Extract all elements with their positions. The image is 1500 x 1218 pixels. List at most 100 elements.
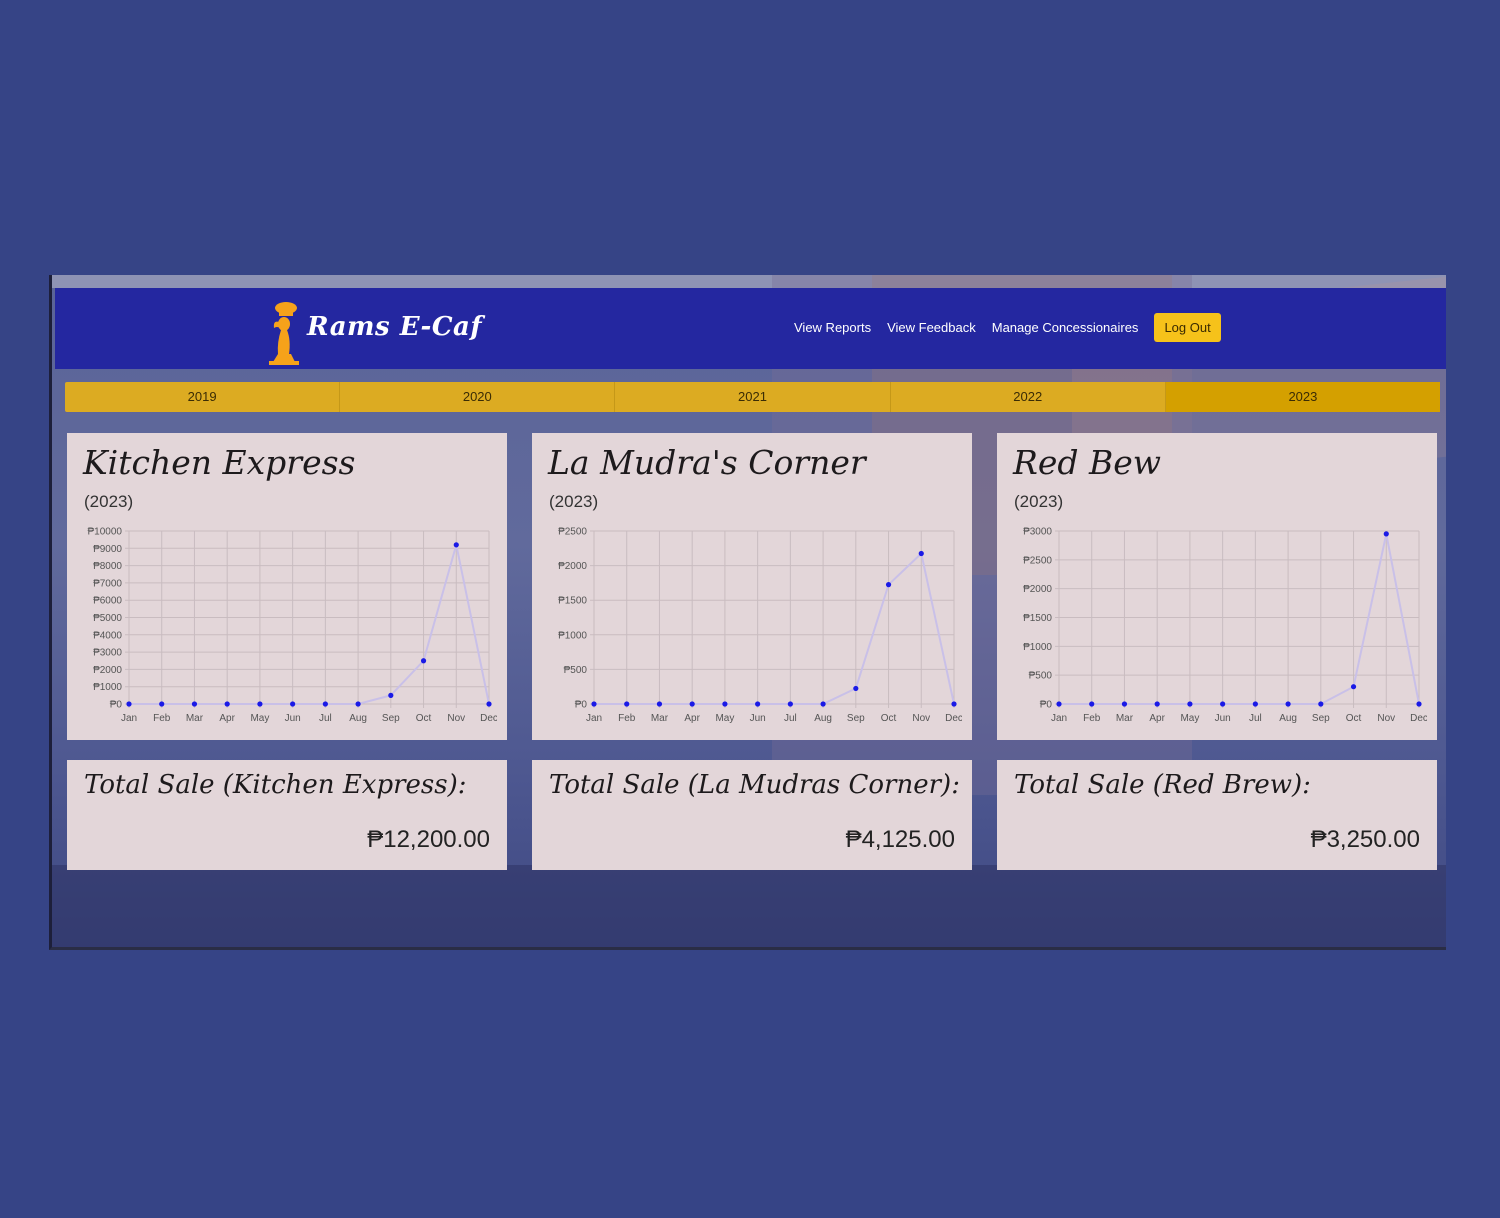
- y-tick-label: ₱2000: [558, 561, 587, 572]
- x-tick-label: Aug: [349, 713, 367, 723]
- x-tick-label: May: [1180, 713, 1199, 723]
- x-tick-label: Jun: [750, 713, 766, 723]
- sales-chart-card: La Mudra's Corner (2023) ₱0 ₱500 ₱1000 ₱150…: [532, 433, 972, 740]
- data-point: [257, 701, 263, 707]
- x-tick-label: Feb: [1083, 713, 1101, 723]
- series-line: [594, 551, 955, 705]
- y-tick-label: ₱500: [1029, 671, 1053, 682]
- y-tick-label: ₱3000: [93, 648, 122, 659]
- logout-button[interactable]: Log Out: [1154, 313, 1221, 342]
- background-photo-region: [52, 865, 1446, 947]
- data-point: [1089, 701, 1095, 707]
- brand-name: Rams E-Caf: [307, 312, 483, 342]
- year-tabs: 2019 2020 2021 2022 2023: [65, 382, 1441, 412]
- y-tick-label: ₱1000: [558, 630, 587, 641]
- y-tick-label: ₱4000: [93, 630, 122, 641]
- data-point: [853, 685, 859, 692]
- y-tick-label: ₱0: [575, 700, 588, 711]
- data-point: [885, 582, 892, 588]
- y-tick-label: ₱500: [564, 665, 588, 676]
- data-point: [689, 701, 695, 707]
- x-tick-label: Jan: [586, 713, 602, 723]
- tab-year-2022[interactable]: 2022: [891, 382, 1166, 412]
- x-tick-label: Sep: [382, 713, 400, 723]
- data-point: [1350, 684, 1357, 690]
- x-tick-label: Jul: [319, 713, 332, 723]
- data-point: [159, 701, 165, 707]
- total-sale-card: Total Sale (Kitchen Express): ₱12,200.00: [67, 760, 507, 870]
- tab-year-2020[interactable]: 2020: [340, 382, 616, 412]
- total-sale-value: ₱12,200.00: [367, 826, 490, 853]
- x-tick-label: Nov: [912, 713, 930, 723]
- data-point: [355, 701, 361, 707]
- data-point: [787, 701, 793, 707]
- data-point: [290, 701, 296, 707]
- x-tick-label: Oct: [881, 713, 897, 723]
- x-tick-label: Oct: [416, 713, 432, 723]
- data-point: [755, 701, 761, 707]
- data-point: [453, 542, 459, 548]
- nav-manage-concessionaires[interactable]: Manage Concessionaires: [991, 320, 1139, 335]
- data-point: [1383, 531, 1389, 537]
- x-tick-label: Oct: [1346, 713, 1362, 723]
- series-line: [129, 544, 490, 705]
- y-tick-label: ₱2500: [558, 527, 587, 538]
- ram-chef-icon: [269, 302, 299, 365]
- x-tick-label: Jun: [1215, 713, 1231, 723]
- sales-line-chart: ₱0 ₱1000 ₱2000 ₱3000 ₱4000 ₱5000 ₱6000 ₱7000 ₱80…: [88, 527, 497, 724]
- tab-year-2021[interactable]: 2021: [615, 382, 891, 412]
- app-window: Rams E-Caf View Reports View Feedback Ma…: [49, 275, 1446, 950]
- x-tick-label: Feb: [153, 713, 171, 723]
- x-tick-label: Jan: [121, 713, 137, 723]
- data-point: [322, 701, 328, 707]
- data-point: [224, 701, 230, 707]
- y-tick-label: ₱2000: [1023, 584, 1052, 595]
- x-tick-label: Feb: [618, 713, 636, 723]
- card-title: La Mudra's Corner: [548, 443, 866, 482]
- x-tick-label: Mar: [186, 713, 204, 723]
- x-tick-label: May: [715, 713, 734, 723]
- x-tick-label: Dec: [1410, 713, 1427, 723]
- browser-top-strip: [52, 275, 1446, 288]
- x-tick-label: Nov: [1377, 713, 1395, 723]
- data-point: [388, 692, 394, 698]
- card-title: Red Bew: [1013, 443, 1162, 482]
- nav-view-feedback[interactable]: View Feedback: [887, 320, 976, 335]
- x-tick-label: Apr: [219, 713, 235, 723]
- total-sale-card: Total Sale (Red Brew): ₱3,250.00: [997, 760, 1437, 870]
- y-tick-label: ₱6000: [93, 596, 122, 607]
- total-sale-label: Total Sale (Kitchen Express):: [84, 770, 467, 800]
- data-point: [1252, 701, 1258, 707]
- y-tick-label: ₱1500: [558, 596, 587, 607]
- x-tick-label: Dec: [480, 713, 497, 723]
- data-point: [1416, 701, 1422, 707]
- x-tick-label: Sep: [847, 713, 865, 723]
- data-point: [722, 701, 728, 707]
- y-tick-label: ₱0: [1040, 700, 1053, 711]
- x-tick-label: Mar: [1116, 713, 1134, 723]
- x-tick-label: Sep: [1312, 713, 1330, 723]
- chart-grid: [1055, 530, 1420, 708]
- tab-year-2019[interactable]: 2019: [65, 382, 341, 412]
- x-tick-label: Jan: [1051, 713, 1067, 723]
- total-sale-label: Total Sale (Red Brew):: [1014, 770, 1311, 800]
- data-point: [191, 701, 198, 707]
- sales-chart-card: Kitchen Express (2023) ₱0 ₱1000 ₱2000 ₱3000…: [67, 433, 507, 740]
- sales-line-chart: ₱0 ₱500 ₱1000 ₱1500 ₱2000 ₱2500 Jan Feb Mar Apr Ma…: [558, 527, 962, 724]
- data-point: [1318, 701, 1324, 707]
- y-tick-label: ₱7000: [93, 578, 122, 589]
- brand-logo[interactable]: Rams E-Caf: [265, 300, 482, 366]
- tab-year-2023[interactable]: 2023: [1165, 382, 1441, 412]
- x-tick-label: Apr: [684, 713, 700, 723]
- data-point: [918, 550, 924, 557]
- total-sale-value: ₱4,125.00: [845, 826, 955, 853]
- x-tick-label: Jul: [784, 713, 797, 723]
- sales-line-chart: ₱0 ₱500 ₱1000 ₱1500 ₱2000 ₱2500 ₱3000 Jan Feb Mar…: [1023, 527, 1427, 724]
- navbar: Rams E-Caf View Reports View Feedback Ma…: [55, 288, 1446, 369]
- data-point: [1056, 701, 1062, 707]
- y-tick-label: ₱1000: [1023, 642, 1052, 653]
- x-tick-label: Dec: [945, 713, 962, 723]
- y-tick-label: ₱1500: [1023, 613, 1052, 624]
- nav-view-reports[interactable]: View Reports: [794, 320, 872, 335]
- x-tick-label: Jun: [285, 713, 301, 723]
